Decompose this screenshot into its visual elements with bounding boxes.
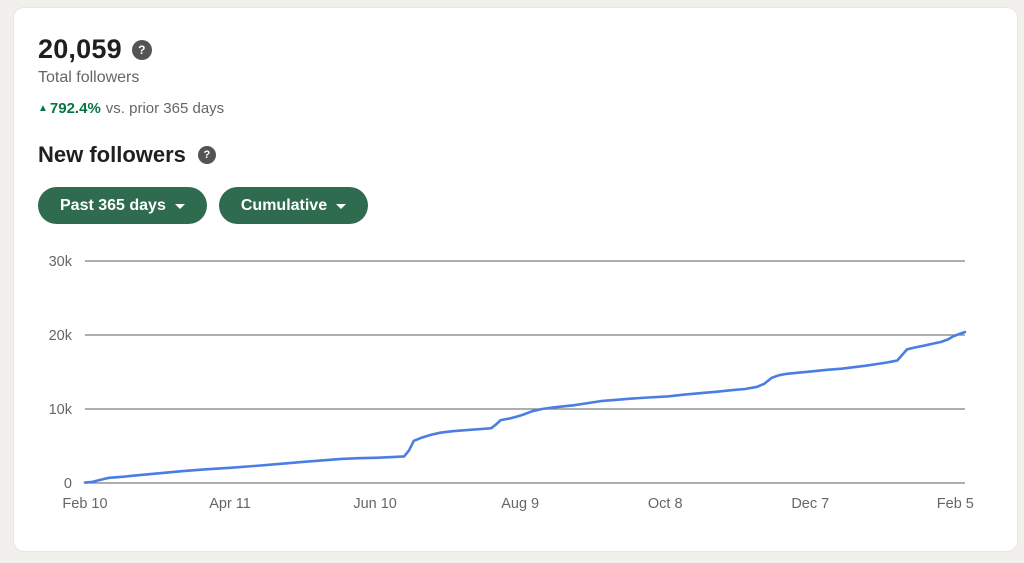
- y-axis-tick-label: 30k: [49, 254, 73, 270]
- x-axis-tick-label: Oct 8: [648, 496, 683, 512]
- chevron-down-icon: [174, 204, 185, 209]
- metric-type-dropdown[interactable]: Cumulative: [218, 187, 369, 224]
- followers-summary: 20,059 ? Total followers ▲ 792.4% vs. pr…: [14, 34, 1017, 117]
- date-range-label: Past 365 days: [60, 196, 166, 214]
- followers-analytics-card: 20,059 ? Total followers ▲ 792.4% vs. pr…: [14, 8, 1017, 551]
- y-axis-tick-label: 20k: [49, 328, 73, 344]
- y-axis-tick-label: 0: [64, 476, 72, 492]
- chart-filters: Past 365 days Cumulative: [14, 187, 1017, 224]
- cumulative-followers-line[interactable]: [83, 330, 967, 484]
- x-axis-tick-label: Jun 10: [353, 496, 397, 512]
- chevron-down-icon: [336, 204, 347, 209]
- x-axis-tick-label: Apr 11: [209, 496, 251, 512]
- total-followers-value: 20,059: [38, 34, 122, 64]
- x-axis-tick-label: Feb 10: [62, 496, 107, 512]
- y-axis-tick-label: 10k: [49, 402, 73, 418]
- total-followers-label: Total followers: [38, 69, 140, 86]
- new-followers-chart[interactable]: 0 10k 20k 30k Feb 10 Apr 11 Jun 10 Aug 9 Oct 8 De…: [14, 249, 1017, 519]
- x-axis-tick-label: Aug 9: [501, 496, 539, 512]
- total-followers-help-icon[interactable]: ?: [131, 39, 152, 60]
- metric-type-label: Cumulative: [240, 196, 328, 214]
- x-axis-tick-label: Dec 7: [791, 496, 829, 512]
- trend-comparison-label: vs. prior 365 days: [105, 100, 225, 117]
- new-followers-chart-canvas[interactable]: 0 10k 20k 30k Feb 10 Apr 11 Jun 10 Aug 9 Oct 8 De…: [14, 249, 1017, 519]
- trend-up-icon: ▲: [38, 103, 48, 114]
- date-range-dropdown[interactable]: Past 365 days: [38, 187, 207, 224]
- new-followers-heading: New followers: [38, 142, 186, 167]
- trend-percentage: 792.4%: [49, 100, 101, 117]
- new-followers-help-icon[interactable]: ?: [197, 146, 216, 164]
- x-axis-tick-label: Feb 5: [937, 496, 974, 512]
